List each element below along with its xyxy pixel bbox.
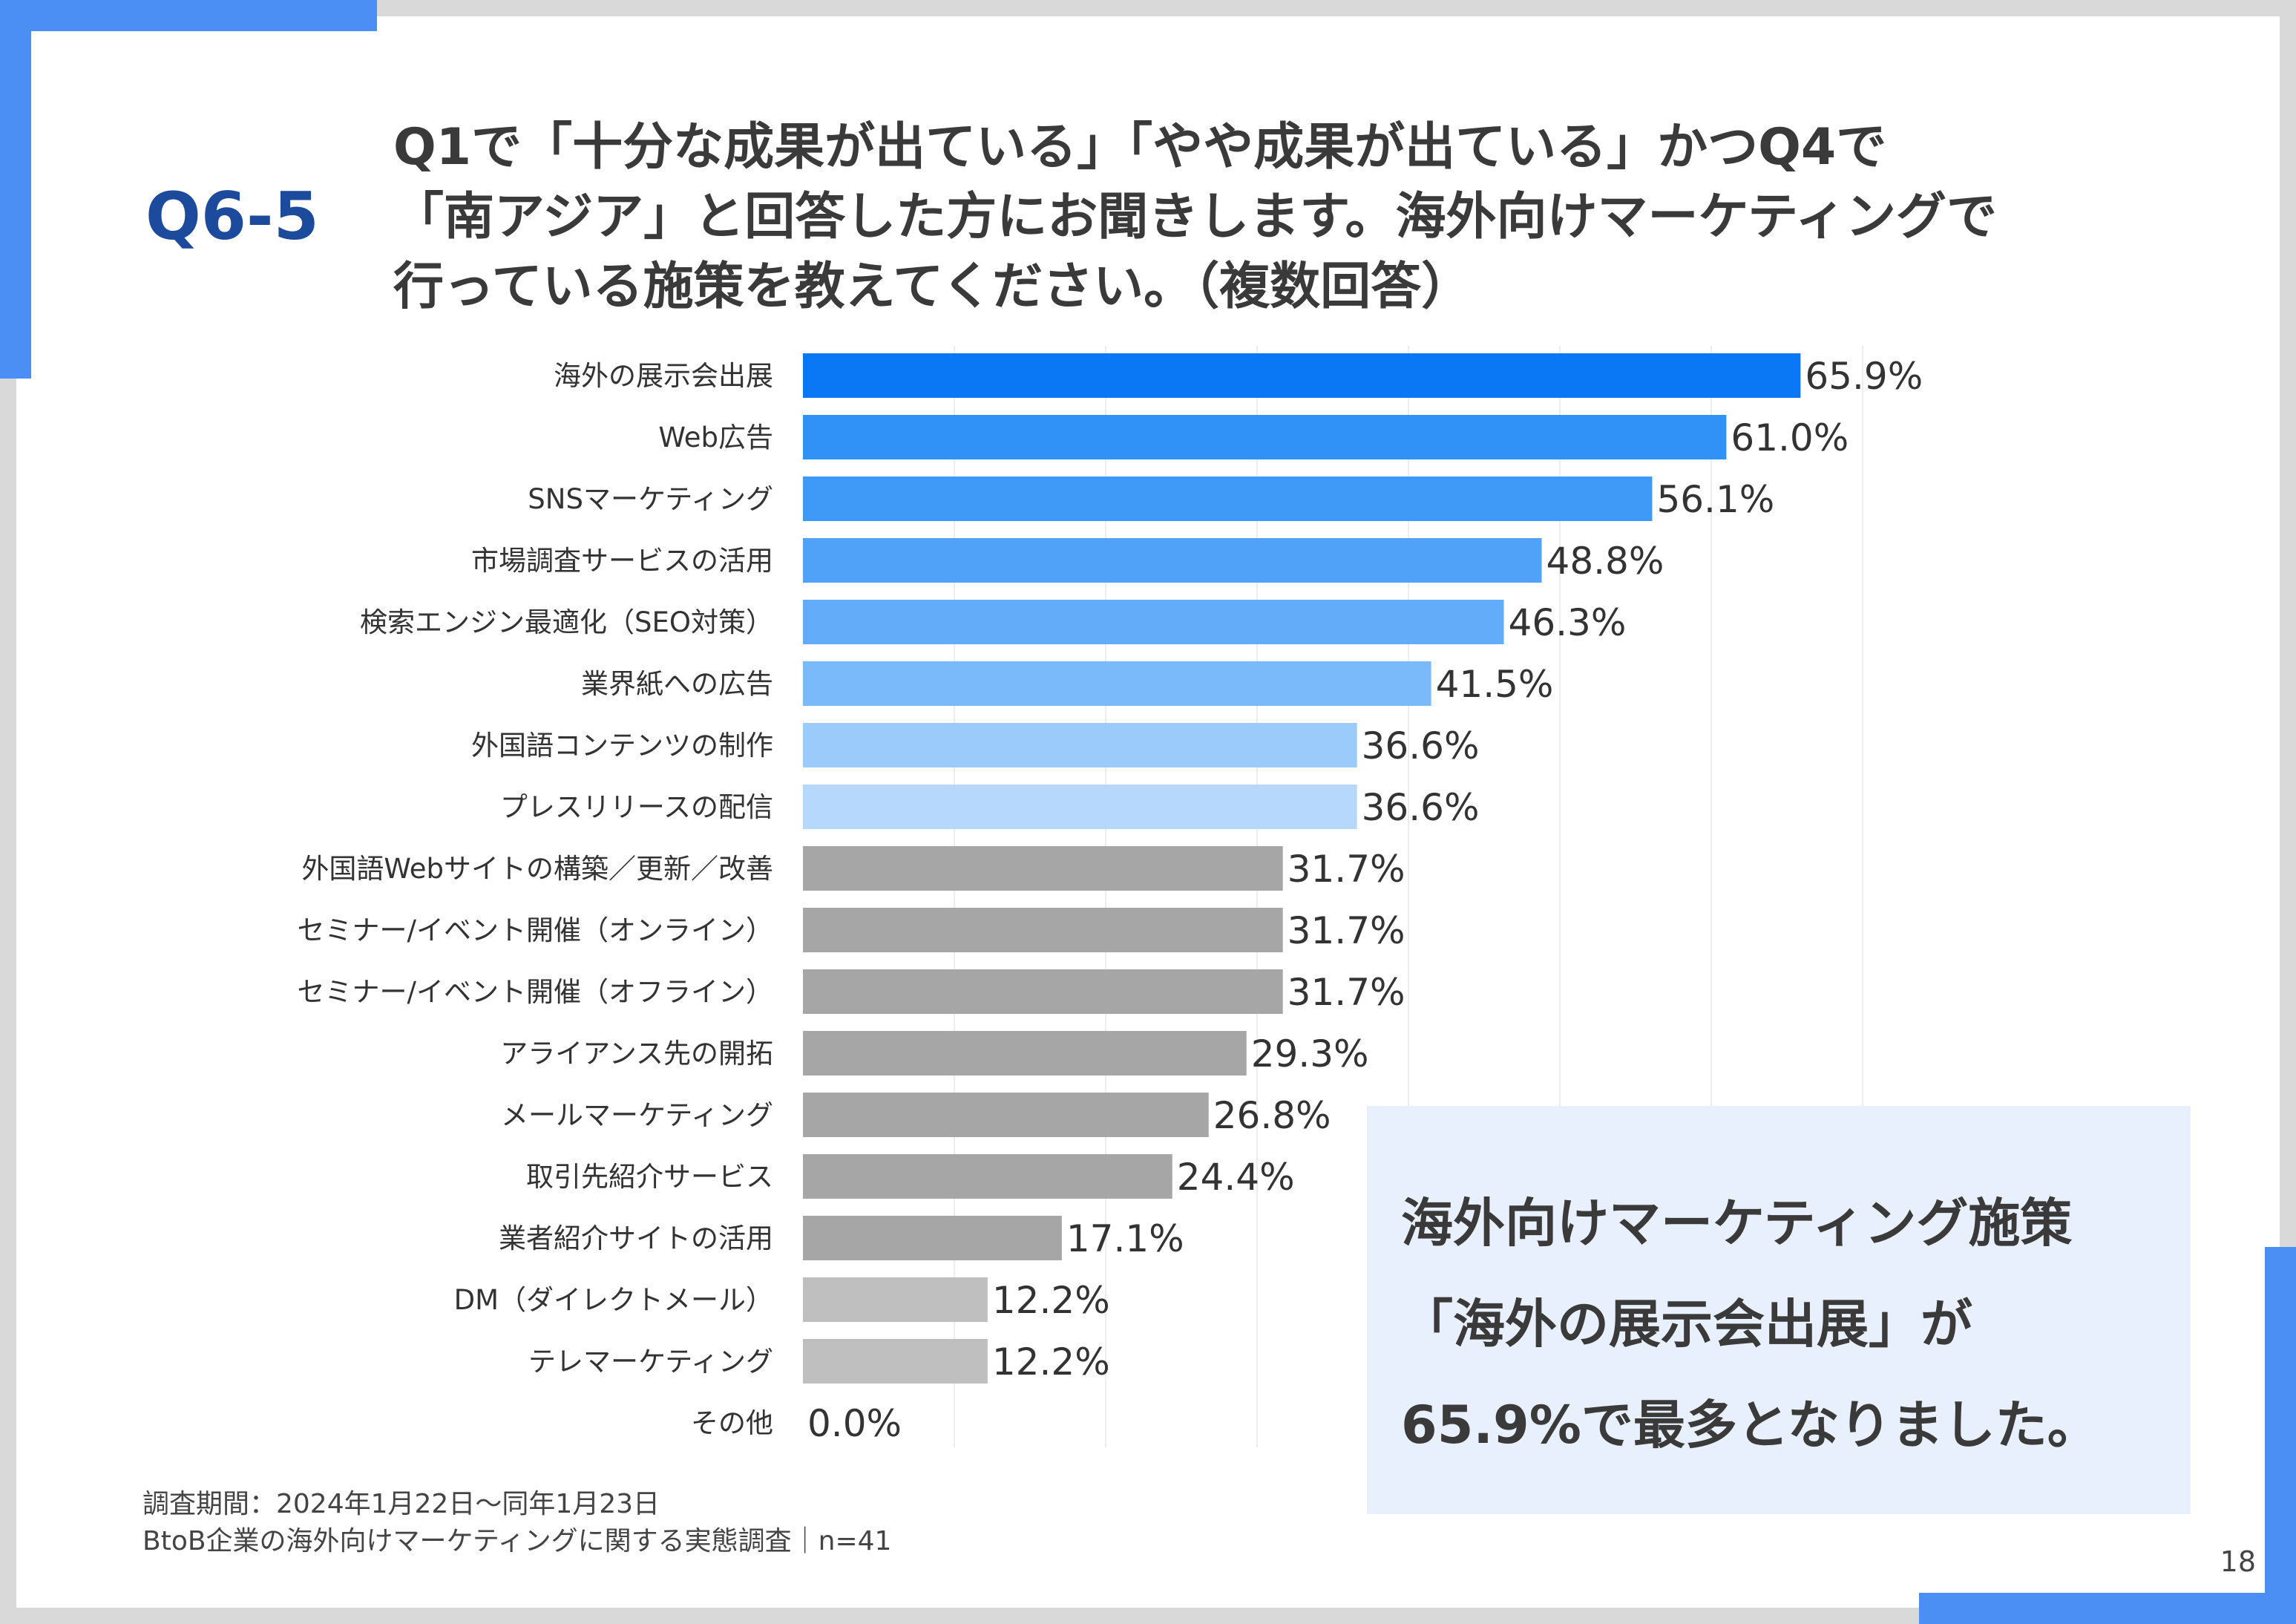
bar [803, 723, 1357, 767]
category-label: DM（ダイレクトメール） [454, 1284, 773, 1316]
summary-callout: 海外向けマーケティング施策 「海外の展示会出展」が 65.9%で最多となりました… [1367, 1106, 2191, 1514]
value-label: 41.5% [1436, 663, 1554, 706]
category-label: 業界紙への広告 [581, 668, 773, 700]
category-label: テレマーケティング [528, 1346, 773, 1378]
bar [803, 908, 1283, 952]
category-label: 外国語コンテンツの制作 [471, 730, 773, 762]
callout-line: 海外向けマーケティング施策 [1401, 1193, 2073, 1254]
bar [803, 969, 1283, 1014]
category-label: プレスリリースの配信 [500, 791, 773, 823]
accent-bar-top-left-horizontal [0, 0, 377, 31]
bar [803, 1031, 1247, 1075]
question-number: Q6-5 [145, 178, 319, 255]
footnote: 調査期間：2024年1月22日～同年1月23日 BtoB企業の海外向けマーケティ… [142, 1486, 891, 1560]
value-label: 12.2% [992, 1279, 1110, 1322]
bar [803, 846, 1283, 891]
question-line: Q1で「十分な成果が出ている」「やや成果が出ている」かつQ4で [393, 118, 1887, 177]
bar [803, 1216, 1062, 1260]
value-label: 65.9% [1805, 355, 1923, 398]
value-label: 12.2% [992, 1340, 1110, 1384]
page-number: 18 [2220, 1545, 2256, 1578]
grid-layer [954, 346, 1863, 1447]
survey-period: 調査期間：2024年1月22日～同年1月23日 [142, 1489, 660, 1519]
question-title: Q1で「十分な成果が出ている」「やや成果が出ている」かつQ4で 「南アジア」と回… [393, 113, 2219, 322]
category-label: 検索エンジン最適化（SEO対策） [360, 606, 773, 638]
value-label: 36.6% [1362, 786, 1480, 829]
value-label: 36.6% [1362, 724, 1480, 767]
value-label: 56.1% [1656, 478, 1774, 521]
accent-bar-top-left-vertical [0, 0, 31, 379]
question-line: 「南アジア」と回答した方にお聞きします。海外向けマーケティングで [393, 188, 1998, 246]
category-label: SNSマーケティング [528, 483, 773, 515]
category-label: 海外の展示会出展 [554, 360, 773, 392]
value-label: 29.3% [1251, 1032, 1369, 1075]
category-label: 市場調査サービスの活用 [471, 545, 773, 577]
label-layer: 海外の展示会出展 65.9% Web広告 61.0% SNSマーケティング 56.1% 市場… [298, 355, 1923, 1445]
callout-line: 65.9%で最多となりました。 [1401, 1395, 2099, 1456]
value-label: 31.7% [1288, 971, 1406, 1014]
value-label: 0.0% [807, 1402, 902, 1445]
survey-source: BtoB企業の海外向けマーケティングに関する実態調査｜n=41 [142, 1526, 892, 1556]
bar [803, 353, 1801, 398]
category-label: 取引先紹介サービス [526, 1161, 773, 1193]
value-label: 17.1% [1066, 1217, 1184, 1260]
value-label: 48.8% [1546, 540, 1664, 583]
value-label: 31.7% [1288, 909, 1406, 952]
bar [803, 477, 1653, 521]
bar [803, 538, 1542, 583]
category-label: Web広告 [658, 422, 773, 454]
value-label: 26.8% [1213, 1094, 1331, 1137]
bar [803, 785, 1357, 829]
question-line: 行っている施策を教えてください。（複数回答） [393, 258, 1472, 316]
category-label: セミナー/イベント開催（オフライン） [298, 976, 773, 1008]
accent-bar-bottom-right-horizontal [1919, 1593, 2296, 1624]
bar [803, 1093, 1209, 1137]
category-label: メールマーケティング [501, 1099, 773, 1131]
value-label: 31.7% [1288, 848, 1406, 891]
bar [803, 1277, 988, 1322]
value-label: 46.3% [1509, 601, 1627, 644]
callout-text: 海外向けマーケティング施策 「海外の展示会出展」が 65.9%で最多となりました… [1401, 1173, 2173, 1476]
category-label: 業者紹介サイトの活用 [499, 1222, 773, 1254]
category-label: セミナー/イベント開催（オンライン） [298, 914, 773, 946]
category-label: 外国語Webサイトの構築／更新／改善 [301, 853, 773, 885]
bar [803, 661, 1431, 706]
bar-layer [803, 353, 1801, 1384]
value-label: 61.0% [1731, 416, 1849, 459]
value-label: 24.4% [1177, 1156, 1295, 1199]
accent-bar-bottom-right-vertical [2265, 1247, 2296, 1624]
bar [803, 1154, 1172, 1199]
category-label: その他 [691, 1407, 773, 1439]
bar [803, 1339, 988, 1384]
category-label: アライアンス先の開拓 [500, 1038, 773, 1070]
bar [803, 415, 1727, 459]
bar [803, 600, 1504, 644]
callout-line: 「海外の展示会出展」が [1401, 1294, 1972, 1355]
